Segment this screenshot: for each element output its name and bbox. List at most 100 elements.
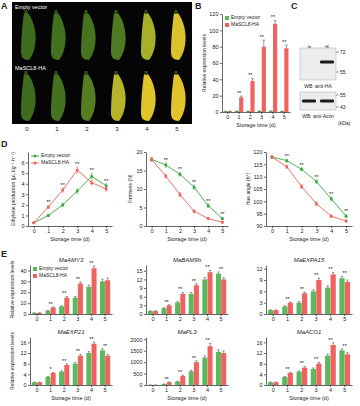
y-tick-mark <box>26 194 28 195</box>
error-bar <box>105 187 107 191</box>
x-tick-label: 0 <box>151 228 154 234</box>
y-axis: 9095100105110115120 <box>253 149 266 229</box>
bar <box>59 372 64 385</box>
bar <box>86 287 91 314</box>
y-axis-line <box>146 338 147 386</box>
significance-label: ** <box>164 299 169 305</box>
y-tick: 0 <box>259 311 266 317</box>
y-tick-label: 0 <box>23 311 26 317</box>
y-tick-label: 60 <box>212 60 218 66</box>
error-bar <box>346 280 348 282</box>
chart-title: MaPL3 <box>177 329 197 335</box>
error-bar <box>251 79 253 81</box>
banana <box>81 74 96 121</box>
x-tick-label: 4 <box>90 387 93 393</box>
error-bar <box>263 40 265 47</box>
significance-label: ** <box>48 301 53 307</box>
point <box>221 217 224 220</box>
significance-label: ** <box>46 199 51 205</box>
banana-stem <box>55 71 58 75</box>
x-tick: 0 <box>271 226 274 234</box>
y-tick: 8 <box>23 361 30 367</box>
error-bar <box>315 202 317 206</box>
bar <box>180 376 185 385</box>
y-tick: 1500 <box>130 348 146 354</box>
significance-label: ** <box>192 355 197 361</box>
error-bar <box>66 364 68 365</box>
x-tick-label: 5 <box>345 228 348 234</box>
x-tick-label: 0 <box>272 316 275 322</box>
x-tick: 2 <box>301 226 304 234</box>
error-bar <box>60 370 62 372</box>
y-tick-label: 1 <box>21 213 24 219</box>
legend-swatch <box>33 274 37 278</box>
chart-bar: 0500100015002000012345********MaPL3Stora… <box>130 329 228 401</box>
x-tick: 5 <box>343 314 346 322</box>
y-tick-mark <box>264 201 266 202</box>
y-tick: 6 <box>259 289 266 295</box>
x-tick: 1 <box>47 226 50 234</box>
bar <box>302 368 307 385</box>
banana-stem <box>25 10 28 14</box>
x-tick-label: 2 <box>300 387 303 393</box>
y-tick-label: 12 <box>256 266 262 272</box>
x-tick: 4 <box>206 314 209 322</box>
significance-label: ** <box>89 336 94 342</box>
y-tick-mark <box>264 303 266 304</box>
x-tick-label: 3 <box>76 228 79 234</box>
error-bar <box>193 185 195 189</box>
y-tick-label: 0 <box>139 223 142 229</box>
x-axis-line <box>267 226 353 227</box>
x-tick: 1 <box>286 226 289 234</box>
marks <box>268 343 350 385</box>
significance-label: ** <box>300 360 305 366</box>
y-tick: 0 <box>139 382 146 388</box>
bar <box>153 311 158 314</box>
error-bar <box>341 276 343 278</box>
bar <box>239 97 243 112</box>
x-tick: 5 <box>104 314 107 322</box>
y-tick-label: 6 <box>139 294 142 300</box>
x-tick-label: 2 <box>63 316 66 322</box>
bar <box>228 111 232 112</box>
y-axis-line <box>266 153 267 227</box>
point <box>178 193 181 196</box>
x-tick: 3 <box>260 112 263 120</box>
y-tick: 30 <box>20 279 30 285</box>
bar <box>297 372 302 385</box>
y-tick-mark <box>220 47 222 48</box>
x-tick-label: 4 <box>207 228 210 234</box>
x-tick-label: 0 <box>35 316 38 322</box>
banana-stem <box>85 10 88 14</box>
significance-label: ** <box>178 286 183 292</box>
y-tick: 3 <box>139 303 146 309</box>
y-tick-label: 10 <box>136 186 142 192</box>
x-tick-label: 5 <box>343 316 346 322</box>
marker-tick <box>336 107 339 108</box>
y-tick-label: 0 <box>23 382 26 388</box>
error-bar <box>300 185 302 189</box>
significance-label: ** <box>237 90 242 96</box>
y-tick: 10 <box>136 186 146 192</box>
y-axis: 05101520 <box>136 149 146 229</box>
significance-label: ** <box>178 166 183 172</box>
error-bar <box>76 189 78 193</box>
significance-label: ** <box>343 343 348 349</box>
error-bar <box>179 172 181 176</box>
x-tick-label: 3 <box>192 316 195 322</box>
x-tick: 2 <box>179 385 182 393</box>
bar <box>100 350 105 385</box>
error-bar <box>182 293 184 294</box>
banana-stem <box>175 71 178 75</box>
y-tick-mark <box>144 152 146 153</box>
error-bar <box>190 370 192 372</box>
bar <box>288 303 293 314</box>
y-tick-mark <box>220 30 222 31</box>
error-bar <box>179 192 181 196</box>
bar <box>148 311 153 314</box>
x-tick: 0 <box>272 385 275 393</box>
error-bar <box>284 305 286 307</box>
bar <box>262 47 266 112</box>
error-bar <box>274 21 276 24</box>
y-tick-label: 120 <box>253 149 262 155</box>
